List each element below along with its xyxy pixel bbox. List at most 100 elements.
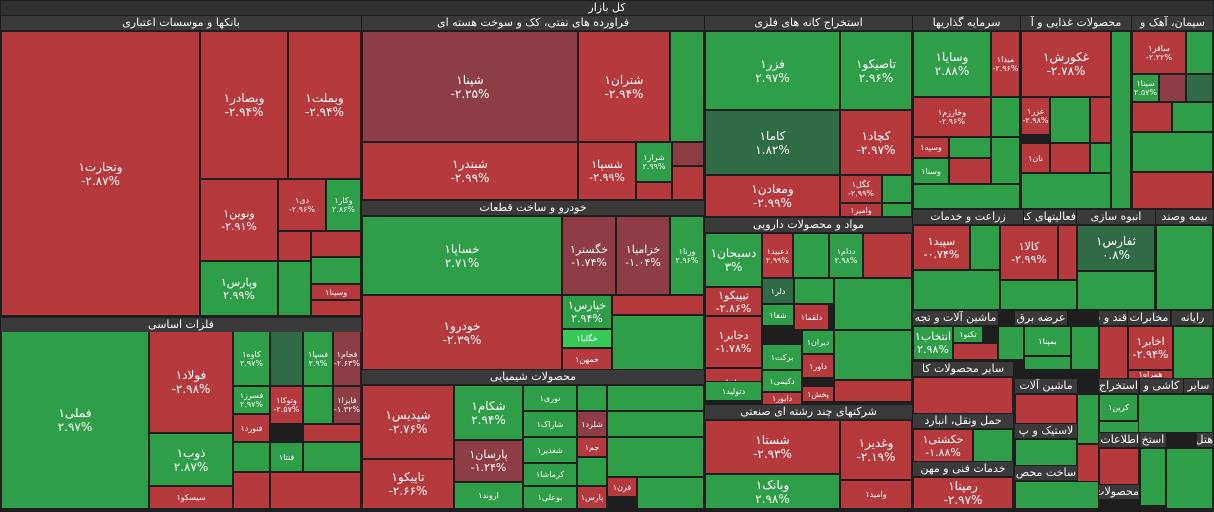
sector-header[interactable]: مخابرات <box>1128 311 1170 325</box>
stock-tile[interactable]: شکام۱ ۲.۹۴% <box>454 385 523 440</box>
stock-tile[interactable] <box>1058 225 1077 280</box>
sector-header[interactable]: کاشی و <box>1140 379 1183 393</box>
stock-tile[interactable] <box>953 343 998 360</box>
stock-tile[interactable]: وبانک۱ ۲.۹۸% <box>705 474 840 509</box>
stock-tile[interactable] <box>311 257 361 284</box>
sector-header[interactable]: محصولات <box>1099 485 1139 499</box>
sector-header[interactable]: سرمایه گذاریها <box>913 16 1020 30</box>
stock-tile[interactable] <box>949 137 991 158</box>
stock-tile[interactable]: وامیر۱ <box>840 203 882 217</box>
sector-header[interactable]: زراعت و خدمات <box>913 210 1023 224</box>
stock-tile[interactable] <box>672 166 704 200</box>
stock-tile[interactable] <box>834 278 912 330</box>
sector-header[interactable]: ماشین آلات <box>1015 379 1077 393</box>
stock-tile[interactable]: وامید۱ <box>840 480 912 509</box>
stock-tile[interactable] <box>670 31 704 142</box>
stock-tile[interactable]: کگل۱ -۲.۹۹% <box>840 175 882 203</box>
stock-tile[interactable]: دجابر۱ -۱.۷۸% <box>705 316 762 368</box>
stock-tile[interactable] <box>1166 448 1213 509</box>
stock-tile[interactable]: فسرز۱ ۲.۹۷% <box>233 386 270 414</box>
sector-header[interactable]: محصولات شیمیایی <box>362 370 704 384</box>
stock-tile[interactable]: کالا۱ -۲.۹۹% <box>1000 225 1058 280</box>
stock-tile[interactable] <box>998 326 1024 360</box>
stock-tile[interactable]: فولاد۱ -۲.۹۸% <box>149 331 233 433</box>
stock-tile[interactable]: شراز۱ ۲.۹۹% <box>636 142 672 182</box>
stock-tile[interactable]: میدا۱ -۲.۹۶% <box>991 31 1020 97</box>
sector-header[interactable]: استخراج <box>1099 379 1138 393</box>
stock-tile[interactable]: پخش۱ <box>802 386 834 402</box>
stock-tile[interactable] <box>577 457 607 486</box>
stock-tile[interactable] <box>303 442 361 472</box>
stock-tile[interactable]: فنتا۱ <box>270 442 303 472</box>
sector-header[interactable]: خودرو و ساخت قطعات <box>362 201 704 215</box>
stock-tile[interactable]: وسایا۱ ۲.۸۸% <box>913 31 991 97</box>
stock-tile[interactable] <box>991 97 1020 137</box>
sector-header[interactable]: شرکتهای چند رشته ای صنعتی <box>705 405 912 419</box>
sector-header[interactable]: استخراج کانه های فلزی <box>705 16 912 30</box>
stock-tile[interactable] <box>794 278 834 304</box>
stock-tile[interactable] <box>1099 326 1128 379</box>
stock-tile[interactable] <box>949 158 991 184</box>
stock-tile[interactable] <box>1132 102 1172 132</box>
stock-tile[interactable]: کرین۱ <box>1099 394 1138 421</box>
sector-header[interactable]: سیمان، آهک و <box>1132 16 1213 30</box>
stock-tile[interactable]: ومعادن۱ -۲.۹۹% <box>705 175 840 217</box>
stock-tile[interactable] <box>1071 326 1099 370</box>
stock-tile[interactable] <box>1015 439 1077 466</box>
stock-tile[interactable]: بمپنا۱ <box>1024 326 1071 356</box>
stock-tile[interactable]: فجام۱ -۲.۶۳% <box>333 331 361 386</box>
stock-tile[interactable]: وبملت۱ -۲.۹۴% <box>288 31 361 179</box>
sector-header[interactable]: رایانه <box>1172 311 1213 325</box>
stock-tile[interactable]: نان۱ <box>1021 143 1050 173</box>
stock-tile[interactable]: خگلیا۱ <box>562 329 612 348</box>
stock-tile[interactable]: شبندر۱ -۲.۹۹% <box>362 142 578 200</box>
stock-tile[interactable] <box>1015 394 1077 424</box>
sector-header[interactable]: استخ <box>1140 433 1166 447</box>
stock-tile[interactable] <box>834 380 912 402</box>
stock-tile[interactable]: کاوه۱ ۲.۹۷% <box>233 331 270 386</box>
stock-tile[interactable] <box>612 315 704 370</box>
sector-header[interactable]: ساخت محص <box>1015 466 1077 480</box>
stock-tile[interactable]: شفا۱ <box>762 304 794 326</box>
stock-tile[interactable]: سپید۱ -۰.۷۴% <box>913 225 970 270</box>
stock-tile[interactable] <box>1090 143 1111 173</box>
stock-tile[interactable]: تاپیکو۱ -۲.۶۶% <box>362 459 454 509</box>
stock-tile[interactable]: دابور۱ <box>762 392 802 405</box>
stock-tile[interactable]: ورنا۱ ۲.۹۶% <box>670 216 704 295</box>
stock-tile[interactable] <box>607 385 704 411</box>
stock-tile[interactable] <box>303 386 333 424</box>
stock-tile[interactable] <box>1132 132 1213 172</box>
sector-header[interactable]: خدمات فنی و مهن <box>913 462 1013 476</box>
stock-tile[interactable] <box>1172 102 1213 132</box>
stock-tile[interactable] <box>834 330 912 380</box>
stock-tile[interactable]: دی۱ -۲.۹۶% <box>278 179 326 231</box>
stock-tile[interactable]: نوری۱ <box>523 385 577 411</box>
stock-tile[interactable]: خمهن۱ <box>562 348 612 370</box>
stock-tile[interactable] <box>1015 481 1099 509</box>
stock-tile[interactable] <box>1186 31 1213 74</box>
stock-tile[interactable] <box>991 137 1020 184</box>
stock-tile[interactable]: شلرد۱ <box>577 411 607 437</box>
sector-header[interactable]: عرضه برق <box>1015 311 1067 325</box>
stock-tile[interactable]: تاصیکو۱ ۲.۹۶% <box>840 31 912 110</box>
stock-tile[interactable] <box>882 203 912 217</box>
stock-tile[interactable]: دسبحان۱ ۳% <box>705 233 762 287</box>
stock-tile[interactable] <box>278 261 311 316</box>
stock-tile[interactable] <box>913 270 1000 310</box>
stock-tile[interactable] <box>270 472 361 509</box>
stock-tile[interactable] <box>1090 97 1111 143</box>
sector-header[interactable]: اطلاعات و <box>1099 433 1139 447</box>
stock-tile[interactable] <box>607 411 704 437</box>
sector-header[interactable]: محصولات غذایی و آ <box>1021 16 1131 30</box>
stock-tile[interactable]: شپنا۱ -۲.۲۵% <box>362 31 578 142</box>
stock-tile[interactable] <box>1140 448 1166 506</box>
stock-tile[interactable] <box>1138 394 1213 433</box>
sector-header[interactable]: بیمه وصند <box>1156 210 1213 224</box>
stock-tile[interactable]: وپارس۱ ۲.۹۹% <box>200 261 278 316</box>
stock-tile[interactable] <box>637 477 704 509</box>
stock-tile[interactable]: خساپا۱ ۲.۷۱% <box>362 216 562 295</box>
stock-tile[interactable]: تکنو۱ <box>953 326 983 343</box>
stock-tile[interactable]: سیسکو۱ <box>149 486 233 509</box>
market-title[interactable]: کل بازار <box>1 1 1213 15</box>
stock-tile[interactable] <box>1132 172 1213 209</box>
